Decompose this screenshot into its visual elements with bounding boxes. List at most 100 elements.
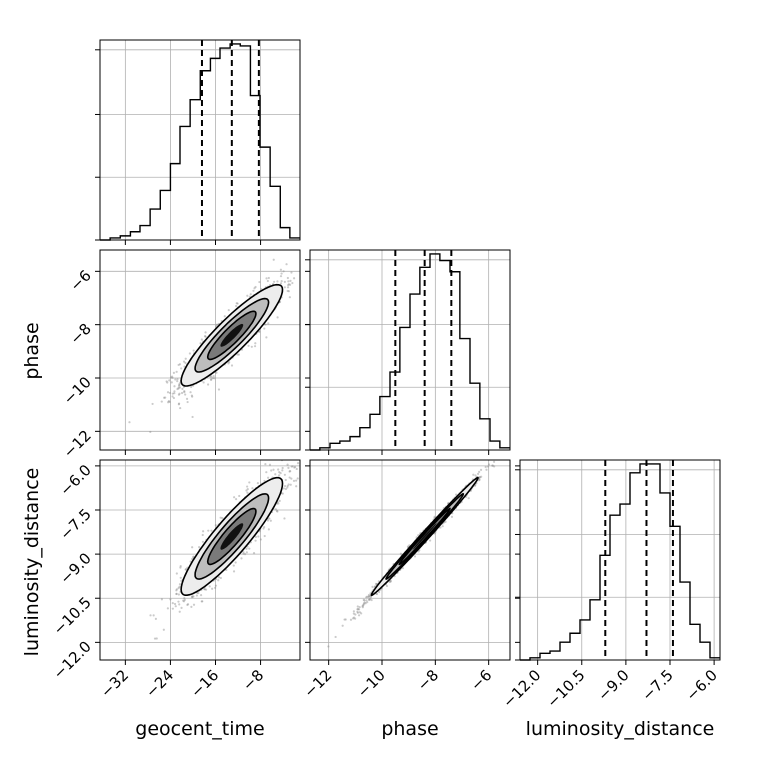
sample-point [406,545,410,548]
sample-point [185,397,189,400]
sample-point [292,456,294,458]
sample-point [369,596,373,599]
sample-point [360,612,363,615]
sample-point [128,421,131,424]
sample-point [174,605,177,608]
sample-point [166,607,169,610]
sample-point [344,618,347,621]
sample-point [479,468,483,471]
sample-point [250,345,253,348]
sample-point [278,499,281,502]
sample-point [221,517,224,520]
sample-point [275,509,279,512]
sample-point [242,552,245,555]
sample-point [358,611,361,614]
sample-point [278,471,281,474]
sample-point [168,400,171,404]
sample-point [283,484,287,488]
sample-point [480,475,483,478]
x-axis-label-phase: phase [381,718,438,740]
contour-line-outer [180,283,284,387]
sample-point [279,282,283,285]
sample-point [198,545,201,549]
sample-point [197,591,200,595]
sample-point [248,481,251,484]
sample-point [237,353,240,356]
sample-point [362,602,366,605]
sample-point [178,392,181,395]
sample-point [179,564,182,568]
sample-point [492,460,496,463]
sample-point [363,601,366,604]
sample-point [263,327,266,330]
sample-point [254,285,257,289]
sample-point [204,331,207,334]
sample-point [238,494,241,498]
sample-point [287,466,290,469]
sample-point [263,479,266,483]
tick-label-y: −12 [60,426,95,461]
sample-point [178,384,181,387]
sample-point [284,478,287,482]
tick-label-x: −9.0 [594,666,632,704]
sample-point [270,469,273,472]
sample-point [290,271,293,274]
panel-geocent_time-geocent_time [95,39,301,245]
sample-point [217,579,220,582]
sample-point [263,534,266,538]
sample-point [203,334,207,338]
sample-point [184,568,188,571]
sample-point [366,595,369,598]
contour-line-outer [180,476,284,596]
sample-point [284,487,288,491]
sample-point [168,379,171,382]
sample-point [199,342,202,345]
tick-label-x: −24 [142,666,177,701]
sample-point [167,399,171,403]
panel-geocent_time-phase: −6 −8 −10 −12 [60,249,301,462]
sample-point [178,610,181,613]
sample-point [245,551,248,554]
sample-point [202,381,205,384]
sample-point [279,456,281,458]
sample-point [163,396,166,399]
sample-point [349,618,353,621]
sample-point [308,453,310,455]
sample-point [214,524,217,527]
sample-point [179,406,182,410]
histogram-step-luminosity_distance [520,463,720,661]
sample-point [279,268,283,271]
sample-point [176,380,179,383]
sample-point [182,599,185,602]
sample-point [227,362,230,365]
sample-point [354,613,357,616]
sample-point [215,323,219,326]
sample-point [228,361,231,364]
sample-point [178,386,182,389]
sample-point [295,479,298,482]
sample-point [177,387,180,390]
sample-point [264,462,267,466]
sample-point [155,637,158,640]
sample-point [225,568,228,572]
tick-label-y: −8 [66,320,94,348]
density-fill-core [220,323,244,347]
sample-point [246,488,249,491]
sample-point [295,467,298,471]
sample-point [183,390,186,393]
tick-label-x: −8 [239,666,267,694]
sample-point [232,570,236,573]
sample-point [281,466,284,470]
sample-point [210,378,213,381]
sample-point [166,391,170,394]
sample-point [180,606,183,609]
sample-point [281,469,284,472]
sample-point [211,376,214,380]
sample-point [192,603,196,606]
sample-point [240,557,243,560]
sample-point [278,474,281,477]
sample-point [168,391,172,395]
sample-point [213,377,216,380]
sample-point [186,603,189,606]
sample-point [177,402,181,405]
